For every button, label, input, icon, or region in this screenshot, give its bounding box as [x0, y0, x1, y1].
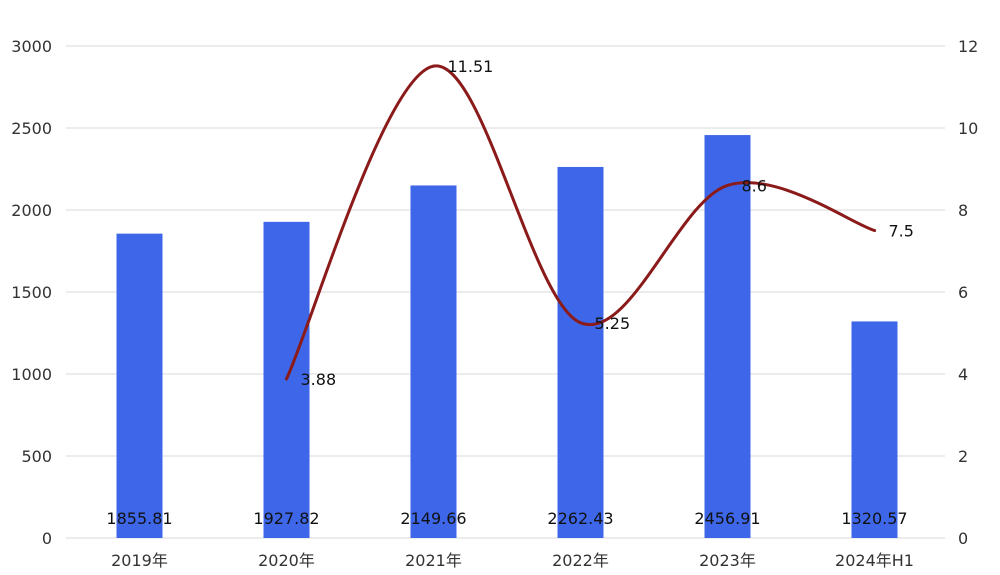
- category-label: 2022年: [552, 551, 609, 570]
- right-axis-tick: 12: [958, 37, 978, 56]
- line-value-label: 7.5: [889, 222, 914, 241]
- left-axis-tick: 1500: [11, 283, 52, 302]
- category-label: 2019年: [111, 551, 168, 570]
- left-axis-tick: 3000: [11, 37, 52, 56]
- bar-series: [116, 135, 898, 539]
- left-axis-tick: 2000: [11, 201, 52, 220]
- bar: [410, 185, 457, 539]
- right-axis-tick: 8: [958, 201, 968, 220]
- left-axis-tick: 1000: [11, 365, 52, 384]
- bar-value-label: 2149.66: [400, 509, 466, 528]
- category-label: 2023年: [699, 551, 756, 570]
- data-labels: 1855.81 1927.82 2149.66 2262.43 2456.91 1320.…: [106, 57, 914, 528]
- bar-value-label: 1855.81: [106, 509, 172, 528]
- line-series: [285, 64, 876, 381]
- bar: [851, 321, 898, 538]
- line-value-label: 8.6: [742, 176, 767, 195]
- left-axis-tick: 0: [42, 529, 52, 548]
- bar-value-label: 1320.57: [841, 509, 907, 528]
- line-value-label: 11.51: [448, 57, 494, 76]
- left-axis-tick: 2500: [11, 119, 52, 138]
- line-point: [285, 377, 288, 381]
- right-axis-ticks: 0 2 4 6 8 10 12: [958, 37, 978, 548]
- category-label: 2024年H1: [835, 551, 914, 570]
- line-value-label: 5.25: [595, 314, 631, 333]
- right-axis-tick: 10: [958, 119, 978, 138]
- category-axis: 2019年 2020年 2021年 2022年 2023年 2024年H1: [111, 551, 914, 570]
- category-label: 2021年: [405, 551, 462, 570]
- line-point: [579, 321, 582, 325]
- grid-lines: [66, 45, 945, 539]
- category-label: 2020年: [258, 551, 315, 570]
- right-axis-tick: 2: [958, 447, 968, 466]
- line-point: [873, 229, 876, 232]
- bar-value-label: 2456.91: [694, 509, 760, 528]
- line-value-label: 3.88: [301, 370, 337, 389]
- growth-line: [285, 64, 876, 381]
- line-point: [432, 64, 435, 68]
- bar: [704, 135, 751, 538]
- left-axis-ticks: 0 500 1000 1500 2000 2500 3000: [11, 37, 52, 548]
- bar-value-label: 1927.82: [253, 509, 319, 528]
- right-axis-tick: 0: [958, 529, 968, 548]
- right-axis-tick: 6: [958, 283, 968, 302]
- bar: [557, 166, 604, 538]
- bar-value-label: 2262.43: [547, 509, 613, 528]
- right-axis-tick: 4: [958, 365, 968, 384]
- bar: [116, 233, 163, 538]
- line-point: [726, 183, 729, 187]
- left-axis-tick: 500: [21, 447, 52, 466]
